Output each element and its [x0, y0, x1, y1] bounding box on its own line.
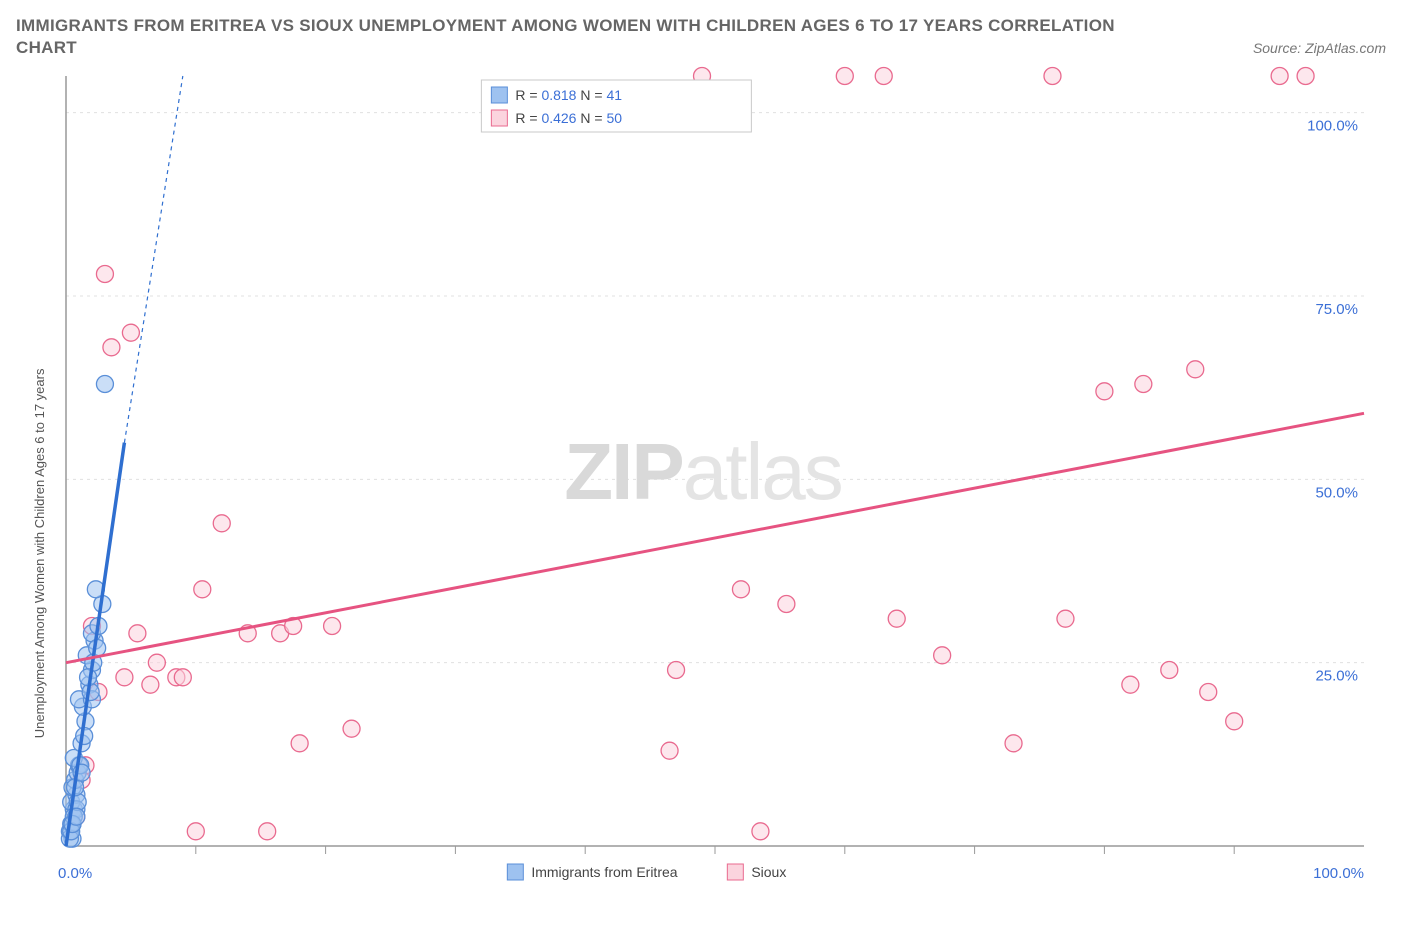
svg-text:100.0%: 100.0%: [1307, 118, 1358, 135]
svg-text:Sioux: Sioux: [751, 864, 786, 880]
page-title-line2: CHART: [16, 38, 1390, 58]
svg-text:25.0%: 25.0%: [1315, 668, 1358, 685]
svg-text:0.0%: 0.0%: [58, 865, 92, 882]
svg-text:Unemployment Among Women with: Unemployment Among Women with Children A…: [32, 368, 47, 738]
svg-text:50.0%: 50.0%: [1315, 484, 1358, 501]
svg-text:Immigrants from Eritrea: Immigrants from Eritrea: [531, 864, 677, 880]
scatter-chart: 25.0% 50.0% 75.0% 100.0% 0.0% 100.0% Unemploym…: [16, 66, 1386, 906]
svg-text:100.0%: 100.0%: [1313, 865, 1364, 882]
source-credit: Source: ZipAtlas.com: [1253, 40, 1386, 56]
svg-text:75.0%: 75.0%: [1315, 301, 1358, 318]
page-title: IMMIGRANTS FROM ERITREA VS SIOUX UNEMPLO…: [16, 16, 1390, 36]
svg-text:R = 0.426 N = 50: R = 0.426 N = 50: [515, 110, 622, 126]
svg-text:R = 0.818 N = 41: R = 0.818 N = 41: [515, 87, 622, 103]
chart-container: ZIPatlas 25.0%50.0%75.0%100.0%0.0%100.0%…: [16, 66, 1390, 911]
